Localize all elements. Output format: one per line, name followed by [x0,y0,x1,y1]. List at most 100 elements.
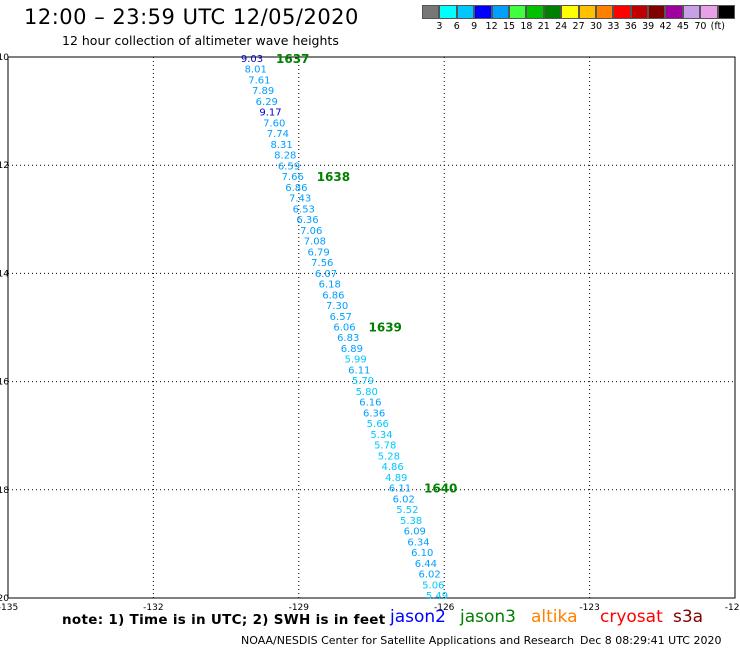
wave-height-reading: 7.30 [326,301,348,312]
wave-height-reading: 6.36 [363,408,385,419]
credit-line: NOAA/NESDIS Center for Satellite Applica… [241,634,575,647]
wave-height-reading: 6.86 [322,290,344,301]
legend-label: 21 [537,21,550,32]
wave-height-reading: 8.28 [274,151,296,162]
wave-height-reading: 9.17 [259,108,281,119]
wave-height-reading: 5.52 [396,505,418,516]
legend-label: 24 [555,21,568,32]
wave-height-reading: 4.89 [385,473,407,484]
wave-height-reading: 6.06 [333,323,355,334]
wave-height-reading: 6.59 [278,161,300,172]
wave-height-reading: 6.07 [315,269,337,280]
pass-time-label: 1638 [317,170,350,184]
legend-label: 45 [676,21,690,32]
latitude-tick-label: -10 [0,53,9,63]
wave-height-reading: 7.56 [311,258,333,269]
wave-height-reading: 6.79 [307,247,329,258]
longitude-tick-label: -135 [0,603,18,613]
legend-swatch [474,5,492,19]
wave-height-reading: 5.99 [344,355,366,366]
wave-height-reading: 6.16 [359,398,381,409]
legend-swatch [561,5,579,19]
wave-height-reading: 5.28 [378,451,400,462]
wave-height-reading: 5.49 [426,591,448,602]
wave-height-reading: 7.61 [248,75,270,86]
wave-height-reading: 4.86 [381,462,403,473]
legend-swatch [700,5,718,19]
wave-height-reading: 7.08 [304,237,326,248]
wave-height-reading: 9.03 [241,54,263,65]
wave-height-reading: 7.66 [282,172,304,183]
legend-label: 27 [572,21,585,32]
wave-height-color-legend [422,5,736,19]
legend-labels: 3 6 9 12 15 18 21 24 27 30 33 36 39 42 45 70 (ft) [422,21,740,35]
legend-swatch [439,5,457,19]
legend-label: 18 [520,21,533,32]
legend-swatch [717,5,736,19]
legend-label: (ft) [710,21,725,32]
legend-swatch [613,5,631,19]
satellite-label-jason2: jason2 [390,607,446,627]
wave-height-reading: 5.66 [367,419,389,430]
pass-time-label: 1637 [276,52,309,66]
legend-label: 6 [453,21,460,32]
latitude-tick-label: -20 [0,594,9,604]
legend-swatch [595,5,614,19]
legend-label: 42 [659,21,672,32]
wave-height-reading: 6.11 [389,484,411,495]
generated-timestamp: Dec 8 08:29:41 UTC 2020 [580,634,722,647]
wave-height-reading: 5.38 [400,516,422,527]
legend-swatch [648,5,666,19]
legend-label: 9 [471,21,478,32]
wave-height-reading: 7.89 [252,86,274,97]
wave-height-reading: 6.86 [285,183,307,194]
legend-swatch [665,5,683,19]
wave-height-reading: 5.78 [374,441,396,452]
legend-label: 15 [502,21,516,32]
wave-height-reading: 7.06 [300,226,322,237]
latitude-tick-label: -16 [0,378,9,388]
legend-label: 36 [624,21,637,32]
legend-swatch [630,5,649,19]
wave-height-reading: 6.36 [296,215,318,226]
satellite-label-s3a: s3a [673,607,704,627]
legend-swatch [491,5,509,19]
wave-height-reading: 6.57 [330,312,352,323]
wave-height-reading: 8.31 [270,140,292,151]
wave-height-reading: 6.53 [293,204,315,215]
legend-swatch [526,5,544,19]
wave-height-reading: 5.79 [352,376,374,387]
legend-label: 70 [694,21,707,32]
longitude-tick-label: -126 [434,603,455,613]
latitude-tick-label: -12 [0,161,9,171]
legend-swatch [682,5,701,19]
wave-height-reading: 6.09 [404,527,426,538]
wave-height-reading: 6.02 [393,494,415,505]
latitude-tick-label: -18 [0,486,9,496]
wave-height-reading: 6.44 [415,559,437,570]
latitude-tick-label: -14 [0,269,9,279]
longitude-tick-label: -120 [725,603,740,613]
wave-height-reading: 6.02 [418,570,440,581]
pass-time-label: 1639 [369,321,402,335]
longitude-tick-label: -123 [579,603,599,613]
legend-label: 33 [607,21,620,32]
wave-height-reading: 6.34 [407,537,429,548]
map-frame [7,56,736,599]
legend-label: 12 [485,21,498,32]
satellite-label-jason3: jason3 [460,607,516,627]
satellite-label-cryosat: cryosat [600,607,663,627]
wave-height-reading: 7.74 [267,129,289,140]
legend-label: 3 [436,21,443,32]
wave-height-reading: 7.43 [289,194,311,205]
legend-swatch [456,5,475,19]
satellite-label-altika: altika [531,607,578,627]
legend-swatch [422,5,440,19]
legend-label: 39 [642,21,655,32]
wave-height-reading: 5.06 [422,580,444,591]
legend-swatch [508,5,527,19]
wave-height-reading: 6.89 [341,344,363,355]
wave-height-reading: 6.11 [348,365,370,376]
longitude-tick-label: -132 [143,603,163,613]
